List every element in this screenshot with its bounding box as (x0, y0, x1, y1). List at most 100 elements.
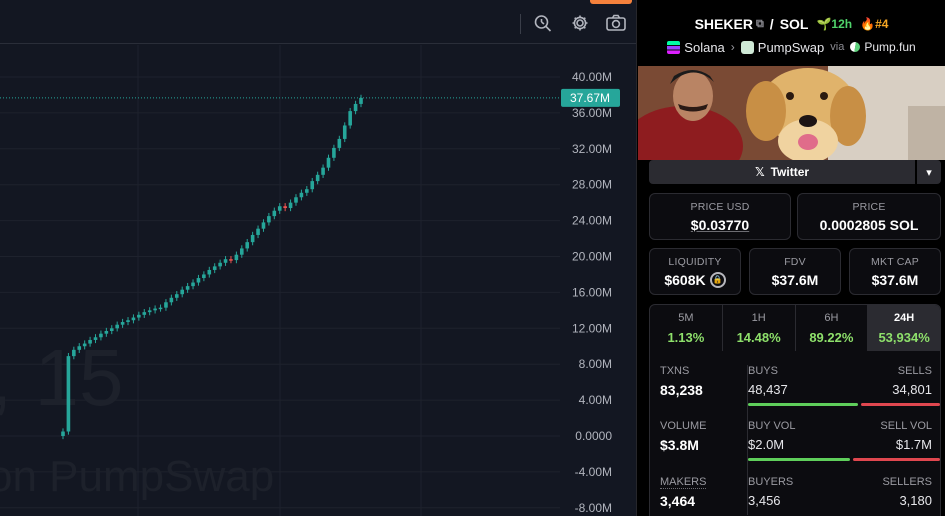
copy-icon[interactable]: ⧉ (755, 17, 764, 30)
txns-label: TXNS (660, 365, 690, 377)
liquidity-value: $608K (664, 271, 706, 288)
y-tick-label: 0.0000 (575, 429, 612, 443)
price-native-label: PRICE (852, 200, 886, 213)
candle-body (218, 262, 222, 267)
tab-label: 1H (751, 311, 766, 324)
y-tick-label: 32.00M (572, 142, 612, 156)
dex-link[interactable]: PumpSwap (757, 39, 825, 55)
transaction-stats: TXNS 83,238 BUYS 48,437 SELLS 34,801 VOL… (649, 351, 941, 516)
breadcrumb: Solana › PumpSwap via Pump.fun (637, 38, 945, 56)
sell-vol-label: SELL VOL (880, 420, 932, 432)
candle-body (72, 349, 76, 357)
candle-body (283, 206, 287, 209)
y-tick-label: 36.00M (572, 106, 612, 120)
candle-body (88, 339, 92, 344)
y-tick-label: -8.00M (575, 501, 612, 515)
price-usd-label: PRICE USD (690, 200, 750, 213)
chart-panel[interactable]: , 15 on PumpSwap 40.00M 36.00M 32.00M 28.00… (0, 0, 636, 516)
tab-label: 6H (824, 311, 839, 324)
candle-body (82, 343, 87, 347)
search-zoom-icon[interactable] (532, 12, 554, 34)
volume-value: $3.8M (660, 437, 699, 453)
candle-body (256, 228, 260, 235)
candle-body (147, 310, 152, 313)
candle-body (272, 210, 277, 217)
candle-body (99, 333, 103, 338)
buys-value: 48,437 (748, 382, 788, 397)
buy-vol-value: $2.0M (748, 437, 785, 452)
candle-body (342, 125, 347, 139)
candle-body (240, 248, 244, 255)
candle-body (120, 322, 125, 325)
chart-grid (0, 45, 560, 516)
y-tick-label: 24.00M (572, 214, 612, 228)
gear-icon[interactable] (569, 12, 591, 34)
buyers-value: 3,456 (748, 493, 781, 508)
candle-body (137, 314, 141, 318)
toolbar-divider (520, 14, 521, 34)
makers-label: MAKERS (660, 476, 707, 489)
buys-bar (748, 403, 858, 406)
candle-body (299, 192, 304, 198)
price-usd-value[interactable]: $0.03770 (690, 216, 750, 233)
fdv-label: FDV (784, 255, 806, 268)
camera-icon[interactable] (605, 12, 627, 34)
candle-body (61, 431, 65, 436)
price-change: 89.22% (809, 329, 854, 345)
tab-6h[interactable]: 6H 89.22% (796, 305, 869, 351)
candle-body (332, 147, 336, 158)
chevron-right-icon: › (730, 40, 735, 54)
candle-body (131, 317, 136, 321)
socials-dropdown-button[interactable]: ▾ (917, 160, 941, 184)
watermark-symbol: , 15 (0, 333, 123, 422)
lock-icon[interactable]: 🔒 (709, 271, 726, 288)
candle-body (277, 206, 282, 211)
price-chart[interactable]: , 15 on PumpSwap 40.00M 36.00M 32.00M 28.00… (0, 45, 636, 516)
market-cap-value: $37.6M (871, 271, 919, 288)
candle-body (229, 259, 233, 261)
y-tick-label: 28.00M (572, 178, 612, 192)
trending-rank[interactable]: 🔥#4 (860, 17, 889, 31)
candle-body (104, 330, 109, 334)
fdv-value: $37.6M (771, 271, 819, 288)
sells-value: 34,801 (892, 382, 932, 397)
y-tick-label: 12.00M (572, 321, 612, 335)
candle-body (337, 138, 342, 148)
candle-body (321, 167, 325, 175)
y-tick-label: 4.00M (579, 393, 612, 407)
fire-icon: 🔥 (860, 17, 876, 31)
candle-body (185, 286, 190, 290)
active-tab-indicator (590, 0, 632, 4)
timeframe-tabs: 5M 1.13% 1H 14.48% 6H 89.22% 24H 53,934% (649, 304, 941, 352)
twitter-button[interactable]: 𝕏 Twitter (649, 160, 915, 184)
y-tick-label: 16.00M (572, 285, 612, 299)
sell-vol-value: $1.7M (895, 437, 932, 452)
x-logo-icon: 𝕏 (754, 165, 765, 179)
tab-1h[interactable]: 1H 14.48% (723, 305, 796, 351)
candle-body (115, 324, 119, 329)
candle-body (202, 274, 206, 279)
buyers-label: BUYERS (748, 476, 794, 488)
sells-label: SELLS (897, 365, 932, 377)
tab-label: 24H (894, 311, 915, 324)
candle-body (109, 328, 114, 331)
txns-value: 83,238 (660, 382, 703, 398)
sellers-value: 3,180 (899, 493, 932, 508)
candle-body (359, 97, 363, 104)
chain-link[interactable]: Solana (684, 39, 725, 55)
tab-24h[interactable]: 24H 53,934% (868, 305, 940, 351)
candle-body (353, 103, 358, 112)
tab-5m[interactable]: 5M 1.13% (650, 305, 723, 351)
buy-vol-bar (748, 458, 850, 461)
launchpad-link[interactable]: Pump.fun (864, 40, 916, 54)
candle-body (164, 302, 168, 308)
candle-body (153, 308, 157, 311)
price-change: 1.13% (667, 329, 705, 345)
pumpswap-icon (740, 40, 754, 54)
candle-body (245, 242, 250, 249)
chevron-down-icon: ▾ (926, 166, 932, 179)
quote-symbol: SOL (779, 16, 809, 32)
seedling-icon: 🌱 (816, 17, 832, 31)
y-tick-label: 20.00M (572, 250, 612, 264)
